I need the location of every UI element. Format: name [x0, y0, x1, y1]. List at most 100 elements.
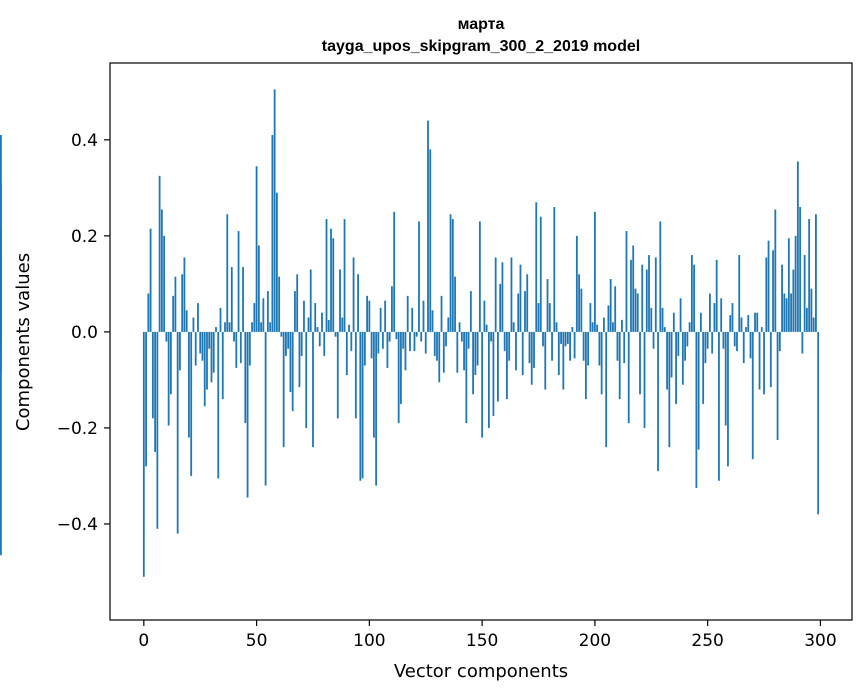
bar-43 — [239, 331, 242, 364]
bar-147 — [474, 331, 477, 376]
bar-150 — [481, 331, 484, 438]
bar-134 — [445, 331, 447, 347]
bar-63 — [285, 331, 287, 356]
bar-235 — [672, 312, 675, 332]
bar-252 — [711, 331, 714, 354]
bar-129 — [433, 331, 436, 356]
bar-4 — [151, 331, 154, 419]
bar-257 — [722, 331, 725, 349]
bar-295 — [808, 219, 811, 332]
bar-232 — [666, 331, 668, 390]
bar-265 — [740, 317, 743, 332]
bar-161 — [506, 331, 508, 400]
bar-268 — [747, 315, 750, 332]
bar-244 — [693, 264, 696, 332]
bar-217 — [632, 245, 635, 332]
bar-157 — [497, 331, 499, 402]
bar-238 — [679, 298, 682, 332]
bar-2 — [147, 293, 150, 332]
bar-92 — [350, 331, 353, 352]
bars-group — [0, 89, 820, 577]
bar-222 — [643, 331, 646, 428]
bar-146 — [472, 331, 474, 395]
bar-270 — [751, 331, 754, 460]
bar-45 — [244, 331, 247, 424]
bar-267 — [745, 327, 747, 332]
bar-22 — [192, 317, 195, 332]
bar-0 — [142, 331, 145, 577]
bar-118 — [409, 331, 411, 352]
bar-280 — [774, 209, 777, 332]
bar-37 — [226, 214, 229, 332]
bar-189 — [569, 331, 571, 361]
y-axis-ticks: −0.4 −0.2 0.0 0.2 0.4 — [57, 131, 110, 535]
bar-90 — [345, 331, 348, 376]
bar-35 — [221, 331, 224, 400]
bar-105 — [379, 307, 382, 332]
bar-276 — [765, 257, 768, 332]
bar-133 — [442, 331, 445, 373]
bar-48 — [251, 322, 253, 332]
bar-91 — [348, 324, 350, 332]
bar-76 — [314, 303, 317, 332]
bar-202 — [598, 331, 601, 366]
bar-57 — [271, 135, 274, 332]
bar-13 — [172, 295, 175, 332]
bar-58 — [273, 89, 276, 332]
bar-15 — [176, 331, 179, 534]
bar-96 — [359, 331, 362, 481]
bar-289 — [794, 235, 797, 332]
bar-131 — [438, 331, 441, 383]
bar-247 — [699, 312, 702, 332]
bar-127 — [429, 149, 432, 332]
bar-253 — [713, 303, 716, 332]
x-tick-label: 100 — [353, 631, 385, 651]
bar-18 — [183, 257, 186, 332]
bar-245 — [695, 331, 698, 488]
bar-243 — [690, 255, 693, 332]
bar-197 — [587, 331, 590, 366]
bar-218 — [634, 288, 637, 332]
bar-216 — [630, 259, 632, 332]
bar-137 — [451, 219, 454, 332]
bar-126 — [427, 120, 429, 332]
bar-286 — [787, 238, 790, 332]
bar-225 — [650, 307, 653, 332]
bar-93 — [352, 257, 355, 332]
bar-undefined — [0, 228, 2, 332]
bar-36 — [224, 322, 226, 332]
bar-203 — [600, 331, 603, 395]
bar-292 — [801, 331, 804, 354]
bar-undefined — [0, 331, 2, 556]
bar-191 — [573, 331, 576, 359]
bar-230 — [661, 307, 664, 332]
bar-16 — [179, 331, 181, 371]
x-tick-label: 0 — [138, 631, 149, 651]
bar-39 — [230, 267, 233, 332]
bar-77 — [316, 327, 319, 332]
bar-187 — [564, 331, 567, 347]
bar-23 — [194, 331, 197, 366]
bar-87 — [339, 269, 341, 332]
bar-258 — [724, 331, 727, 426]
bar-3 — [149, 228, 152, 332]
bar-279 — [772, 250, 774, 332]
bar-180 — [548, 303, 551, 332]
bar-27 — [203, 331, 206, 407]
bar-188 — [566, 331, 569, 344]
bar-266 — [742, 331, 745, 364]
bar-234 — [670, 331, 673, 378]
bar-34 — [219, 307, 222, 332]
bar-7 — [158, 175, 161, 332]
bar-26 — [201, 331, 204, 361]
bar-65 — [289, 331, 292, 392]
bar-206 — [607, 305, 610, 332]
bar-108 — [386, 331, 389, 368]
bar-274 — [760, 327, 763, 332]
bar-182 — [553, 207, 556, 332]
bar-44 — [242, 267, 244, 332]
bar-75 — [312, 331, 314, 448]
bar-282 — [778, 331, 781, 352]
bar-54 — [264, 331, 267, 486]
x-axis-ticks: 0 50 100 150 200 250 300 — [138, 620, 837, 651]
